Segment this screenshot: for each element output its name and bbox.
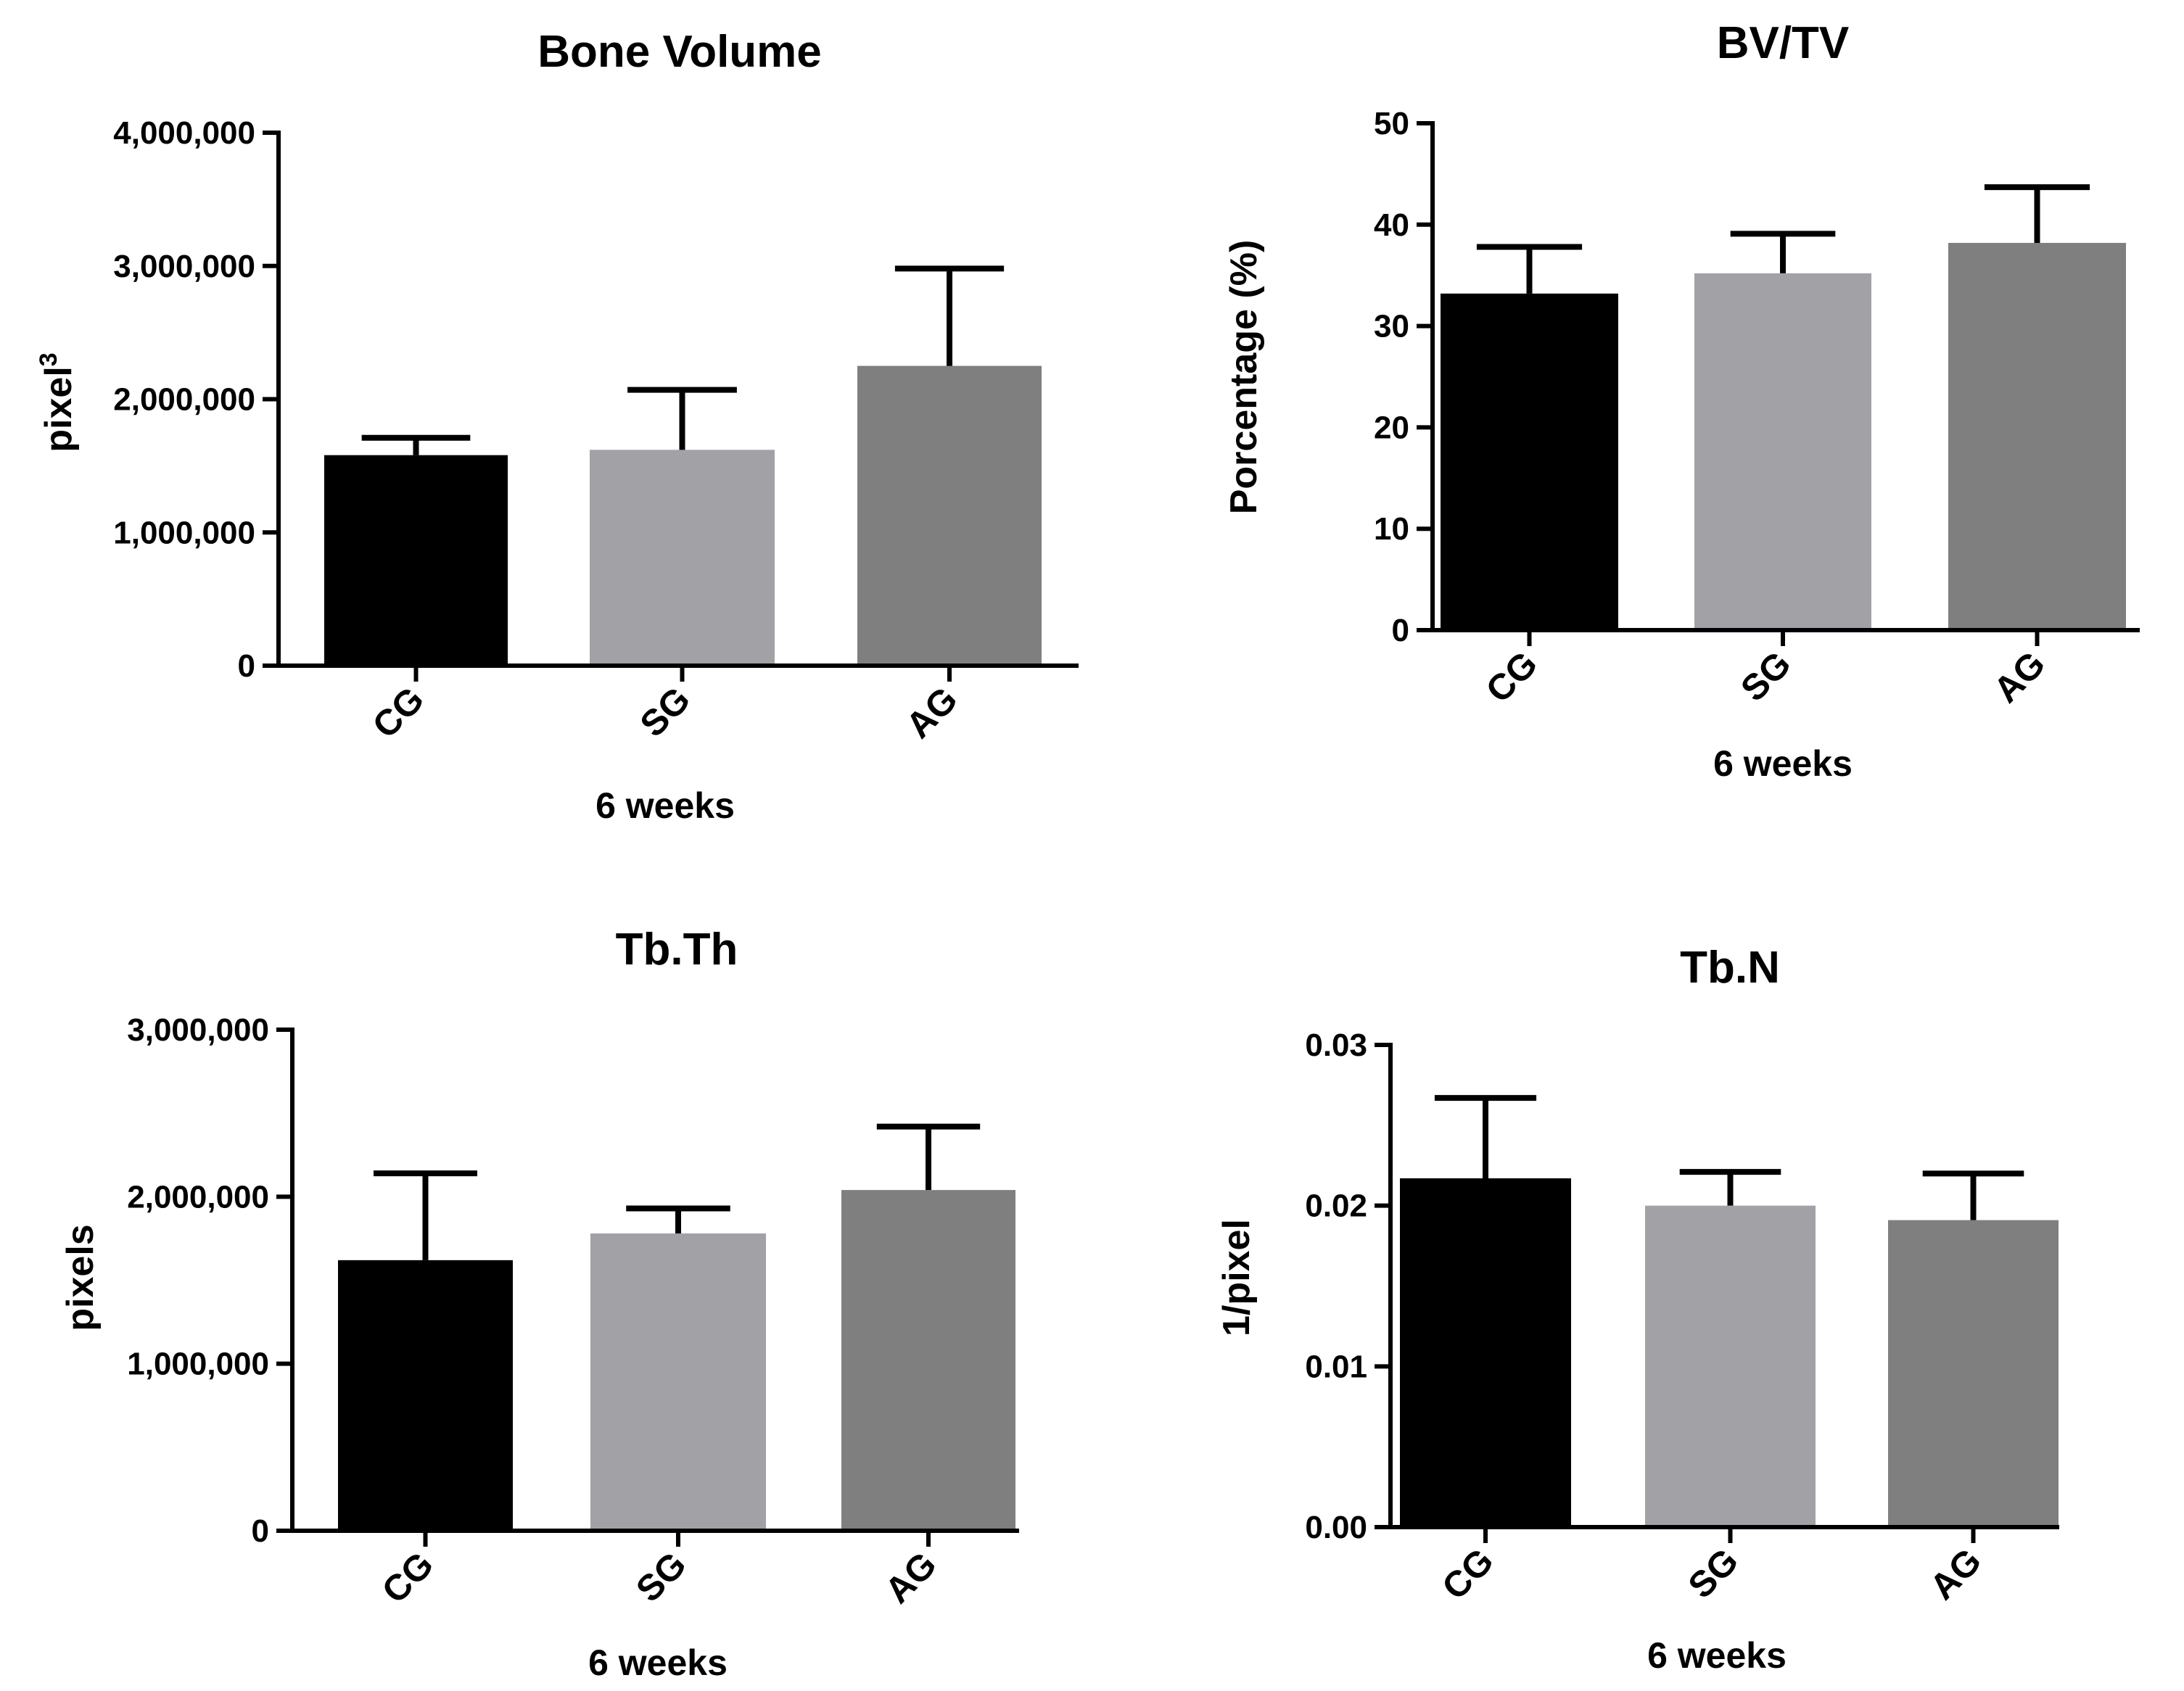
x-tick-label-sg: SG [632,679,699,745]
bar-cg [1441,293,1618,630]
panel-bone-volume: Bone Volume pixel3 6 weeks 0 1,000,000 2,0… [35,27,1079,826]
x-axis-label: 6 weeks [1713,743,1853,784]
bar-sg [1645,1205,1816,1527]
x-tick-label-cg: CG [374,1544,442,1611]
x-tick-label-ag: AG [1986,643,2053,711]
panel-tb-n: Tb.N 1/pixel 6 weeks 0.00 0.01 0.02 0.03 CG S… [1216,943,2059,1676]
bar-ag [857,365,1042,666]
plot-area: 0.00 0.01 0.02 0.03 CG SG AG [1305,1028,2059,1608]
y-tick-label: 2,000,000 [113,382,255,418]
x-axis-label: 6 weeks [588,1642,728,1683]
bar-ag [1948,242,2126,630]
y-tick-label: 40 [1374,207,1409,243]
y-tick-label: 30 [1374,309,1409,344]
chart-title: Tb.Th [616,925,738,975]
y-tick-label: 20 [1374,410,1409,445]
y-tick-label: 4,000,000 [113,115,255,151]
x-tick-label-ag: AG [877,1544,944,1611]
panel-tb-th: Tb.Th pixels 6 weeks 0 1,000,000 2,000,000… [59,925,1019,1683]
y-axis-label: pixels [59,1224,102,1331]
chart-title: Bone Volume [537,27,822,77]
x-axis-label: 6 weeks [1647,1635,1787,1676]
y-tick-label: 50 [1374,106,1409,141]
bar-sg [590,1233,766,1531]
y-tick-label: 2,000,000 [127,1179,269,1215]
plot-area: 0 1,000,000 2,000,000 3,000,000 CG SG AG [127,1012,1019,1611]
plot-area: 0 1,000,000 2,000,000 3,000,000 4,000,000 CG S… [113,115,1079,746]
bar-sg [590,450,775,666]
y-tick-label: 0 [252,1513,269,1549]
y-tick-label: 0.03 [1305,1028,1367,1063]
x-tick-label-cg: CG [1478,643,1546,711]
x-tick-label-cg: CG [1434,1540,1501,1608]
y-axis-label: Porcentage (%) [1223,240,1265,515]
y-axis-label: 1/pixel [1216,1219,1258,1336]
y-tick-label: 0.01 [1305,1349,1367,1384]
y-tick-label: 3,000,000 [113,249,255,284]
x-tick-label-cg: CG [365,679,432,746]
plot-area: 0 10 20 30 40 50 CG SG AG [1374,106,2140,711]
chart-title: BV/TV [1717,18,1850,68]
panel-bv-tv: BV/TV Porcentage (%) 6 weeks 0 10 20 30 40 50… [1223,18,2140,784]
y-tick-label: 10 [1374,511,1409,547]
bar-sg [1694,273,1871,630]
x-tick-label-sg: SG [1681,1540,1747,1606]
y-tick-label: 1,000,000 [127,1347,269,1382]
bar-cg [1400,1178,1571,1527]
bar-ag [1888,1220,2059,1527]
y-axis-label: pixel3 [35,352,80,452]
y-tick-label: 1,000,000 [113,515,255,550]
bar-cg [338,1260,513,1531]
bar-ag [841,1190,1015,1531]
chart-title: Tb.N [1680,943,1780,993]
x-tick-label-sg: SG [628,1544,694,1610]
x-axis-label: 6 weeks [596,785,735,826]
x-tick-label-ag: AG [1922,1540,1990,1608]
x-tick-label-sg: SG [1733,643,1799,709]
x-tick-label-ag: AG [898,679,965,746]
y-tick-label: 0 [238,648,255,684]
y-tick-label: 0.02 [1305,1188,1367,1224]
y-tick-label: 3,000,000 [127,1012,269,1048]
bar-cg [324,455,508,666]
y-tick-label: 0.00 [1305,1510,1367,1545]
y-tick-label: 0 [1392,613,1409,648]
